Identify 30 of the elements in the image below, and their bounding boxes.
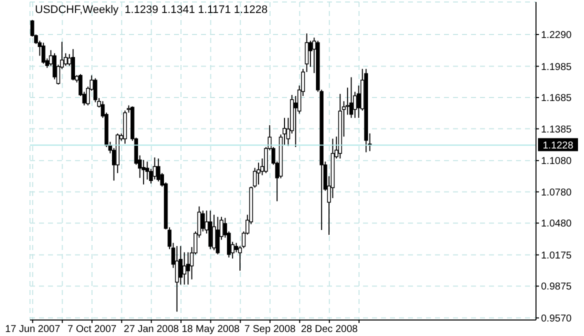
x-tick-label: 17 Jun 2007 — [5, 324, 61, 336]
x-tick-label: 7 Sep 2008 — [244, 324, 296, 336]
ref-line-label: 1.1228 — [542, 140, 574, 152]
candlestick — [182, 252, 186, 286]
y-tick-label: 1.2290 — [541, 30, 572, 42]
candlestick — [256, 162, 260, 186]
y-tick-label: 1.1685 — [541, 93, 572, 104]
candlestick — [42, 42, 46, 64]
candlestick — [71, 48, 75, 81]
candlestick — [145, 161, 150, 180]
candlestick — [152, 156, 157, 180]
y-tick-label: 1.0480 — [541, 218, 572, 230]
candlestick — [349, 76, 354, 118]
chart-title: USDCHF,Weekly 1.1239 1.1341 1.1171 1.1228 — [35, 4, 268, 16]
y-tick-label: 1.0175 — [541, 250, 572, 262]
candlestick — [175, 246, 179, 312]
x-tick-label: 27 Jan 2008 — [124, 324, 180, 336]
y-tick-label: 0.9875 — [541, 282, 572, 293]
candlestick — [216, 216, 220, 255]
candlestick — [142, 159, 146, 185]
x-tick-label: 7 Oct 2007 — [68, 324, 117, 336]
candlestick — [212, 214, 216, 251]
y-tick-label: 1.1985 — [541, 62, 572, 73]
candlestick — [201, 210, 205, 232]
y-tick-label: 1.0780 — [541, 187, 572, 198]
y-tick-label: 1.1385 — [541, 124, 572, 136]
x-tick-label: 28 Dec 2008 — [301, 324, 358, 336]
y-tick-label: 1.1080 — [541, 156, 572, 168]
y-tick-label: 0.9570 — [541, 313, 572, 324]
x-tick-label: 18 May 2008 — [182, 324, 240, 336]
